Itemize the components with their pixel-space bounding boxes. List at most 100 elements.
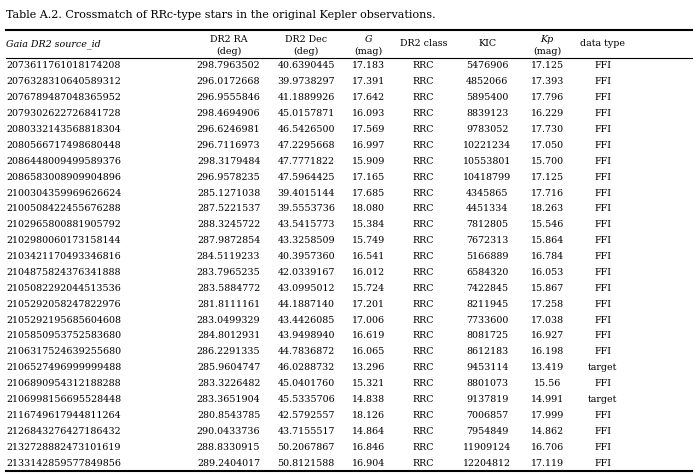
Text: 7812805: 7812805 (466, 220, 508, 229)
Text: 285.1271038: 285.1271038 (197, 189, 260, 198)
Text: RRC: RRC (413, 252, 434, 261)
Text: 2116749617944811264: 2116749617944811264 (6, 411, 121, 420)
Text: FFI: FFI (594, 141, 611, 150)
Text: FFI: FFI (594, 284, 611, 293)
Text: 8801073: 8801073 (466, 379, 508, 388)
Text: 298.4694906: 298.4694906 (197, 109, 260, 118)
Text: 43.9498940: 43.9498940 (277, 332, 335, 341)
Text: 2106527496999999488: 2106527496999999488 (6, 363, 121, 372)
Text: FFI: FFI (594, 157, 611, 166)
Text: 283.3651904: 283.3651904 (197, 395, 260, 404)
Text: target: target (588, 395, 618, 404)
Text: 283.3226482: 283.3226482 (197, 379, 260, 388)
Text: 9783052: 9783052 (466, 125, 508, 134)
Text: RRC: RRC (413, 395, 434, 404)
Text: 298.3179484: 298.3179484 (197, 157, 260, 166)
Text: 17.119: 17.119 (530, 458, 564, 467)
Text: 4345865: 4345865 (466, 189, 508, 198)
Text: 17.796: 17.796 (530, 93, 564, 102)
Text: 16.012: 16.012 (352, 268, 385, 277)
Text: 44.7836872: 44.7836872 (278, 347, 335, 356)
Text: 43.3258509: 43.3258509 (277, 236, 335, 245)
Text: 43.5415773: 43.5415773 (277, 220, 335, 229)
Text: 296.6246981: 296.6246981 (197, 125, 260, 134)
Text: 15.867: 15.867 (530, 284, 564, 293)
Text: (mag): (mag) (354, 47, 383, 56)
Text: 43.4426085: 43.4426085 (277, 315, 335, 324)
Text: FFI: FFI (594, 93, 611, 102)
Text: 41.1889926: 41.1889926 (277, 93, 335, 102)
Text: 15.56: 15.56 (533, 379, 561, 388)
Text: 16.198: 16.198 (530, 347, 564, 356)
Text: 15.749: 15.749 (352, 236, 385, 245)
Text: Table A.2. Crossmatch of RRc-type stars in the original Kepler observations.: Table A.2. Crossmatch of RRc-type stars … (6, 10, 436, 20)
Text: FFI: FFI (594, 315, 611, 324)
Text: 296.0172668: 296.0172668 (197, 77, 260, 86)
Text: target: target (588, 363, 618, 372)
Text: 6584320: 6584320 (466, 268, 508, 277)
Text: 15.321: 15.321 (352, 379, 385, 388)
Text: 45.0401760: 45.0401760 (278, 379, 335, 388)
Text: 2100304359969626624: 2100304359969626624 (6, 189, 121, 198)
Text: 16.619: 16.619 (352, 332, 385, 341)
Text: FFI: FFI (594, 347, 611, 356)
Text: FFI: FFI (594, 61, 611, 70)
Text: 14.864: 14.864 (352, 427, 385, 436)
Text: 15.864: 15.864 (530, 236, 564, 245)
Text: 9137819: 9137819 (466, 395, 508, 404)
Text: 296.7116973: 296.7116973 (197, 141, 260, 150)
Text: 2080566717498680448: 2080566717498680448 (6, 141, 121, 150)
Text: RRC: RRC (413, 379, 434, 388)
Text: RRC: RRC (413, 315, 434, 324)
Text: 17.183: 17.183 (352, 61, 385, 70)
Text: 5166889: 5166889 (466, 252, 508, 261)
Text: 15.909: 15.909 (352, 157, 385, 166)
Text: 287.5221537: 287.5221537 (197, 204, 260, 213)
Text: 4852066: 4852066 (466, 77, 508, 86)
Text: FFI: FFI (594, 109, 611, 118)
Text: 296.9555846: 296.9555846 (197, 93, 260, 102)
Text: 4451334: 4451334 (466, 204, 508, 213)
Text: 16.904: 16.904 (352, 458, 385, 467)
Text: 2086448009499589376: 2086448009499589376 (6, 157, 121, 166)
Text: 2100508422455676288: 2100508422455676288 (6, 204, 121, 213)
Text: 5895400: 5895400 (466, 93, 508, 102)
Text: 2073611761018174208: 2073611761018174208 (6, 61, 120, 70)
Text: 8612183: 8612183 (466, 347, 508, 356)
Text: 18.080: 18.080 (352, 204, 385, 213)
Text: 7006857: 7006857 (466, 411, 508, 420)
Text: (deg): (deg) (216, 47, 242, 56)
Text: 289.2404017: 289.2404017 (197, 458, 260, 467)
Text: 50.8121588: 50.8121588 (278, 458, 335, 467)
Text: 17.391: 17.391 (352, 77, 385, 86)
Text: 50.2067867: 50.2067867 (277, 443, 335, 452)
Text: 281.8111161: 281.8111161 (197, 300, 260, 309)
Text: 2086583008909904896: 2086583008909904896 (6, 172, 121, 181)
Text: data type: data type (580, 39, 625, 48)
Text: 2102980060173158144: 2102980060173158144 (6, 236, 121, 245)
Text: 43.0995012: 43.0995012 (277, 284, 335, 293)
Text: RRC: RRC (413, 443, 434, 452)
Text: RRC: RRC (413, 220, 434, 229)
Text: RRC: RRC (413, 427, 434, 436)
Text: 42.0339167: 42.0339167 (277, 268, 335, 277)
Text: 288.3245722: 288.3245722 (197, 220, 260, 229)
Text: 2105850953752583680: 2105850953752583680 (6, 332, 121, 341)
Text: 2103421170493346816: 2103421170493346816 (6, 252, 121, 261)
Text: 7733600: 7733600 (466, 315, 508, 324)
Text: 14.838: 14.838 (352, 395, 385, 404)
Text: 45.0157871: 45.0157871 (278, 109, 335, 118)
Text: 18.263: 18.263 (530, 204, 564, 213)
Text: 287.9872854: 287.9872854 (197, 236, 260, 245)
Text: FFI: FFI (594, 236, 611, 245)
Text: G: G (364, 35, 372, 44)
Text: 2076789487048365952: 2076789487048365952 (6, 93, 121, 102)
Text: 46.5426500: 46.5426500 (277, 125, 335, 134)
Text: RRC: RRC (413, 268, 434, 277)
Text: RRC: RRC (413, 300, 434, 309)
Text: RRC: RRC (413, 347, 434, 356)
Text: 39.4015144: 39.4015144 (277, 189, 335, 198)
Text: 17.569: 17.569 (352, 125, 385, 134)
Text: 285.9604747: 285.9604747 (197, 363, 260, 372)
Text: RRC: RRC (413, 141, 434, 150)
